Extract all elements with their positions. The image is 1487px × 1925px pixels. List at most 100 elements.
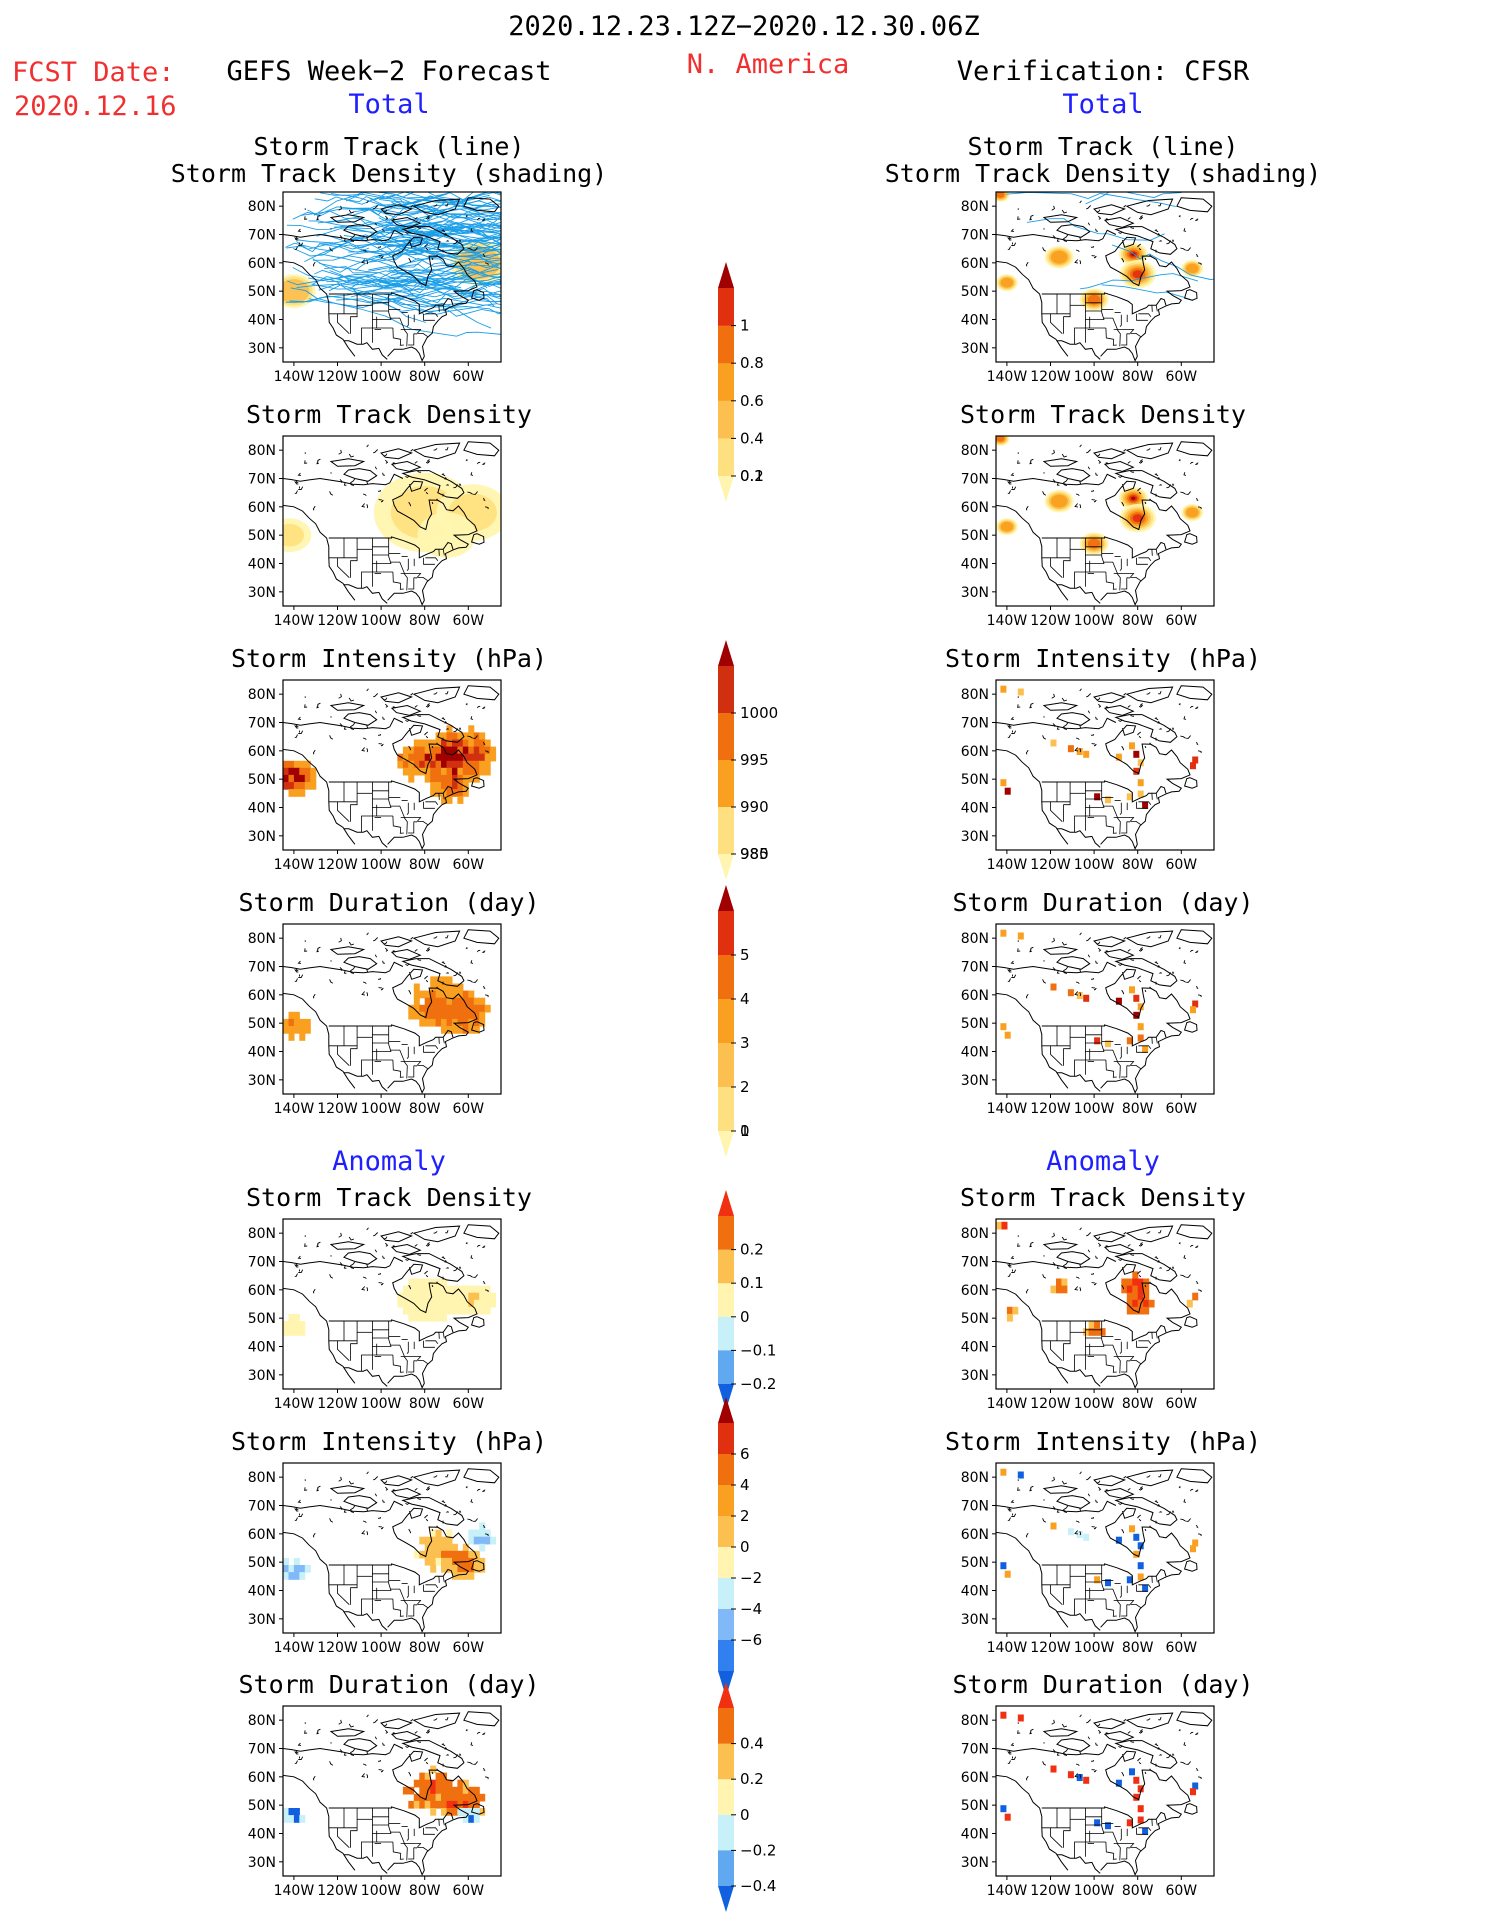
shade-cell [1115, 997, 1122, 1005]
lat-tick-label: 50N [248, 1311, 276, 1327]
shade-cell [452, 746, 458, 755]
shade-cell [462, 990, 469, 999]
shade-cell [293, 1557, 300, 1566]
shade-cell [430, 1550, 437, 1559]
map-cfsr-density: 80N 70N 60N 50N 40N 30N 140W 120W 100W 80W 60W [961, 435, 1268, 634]
lon-tick-label: 120W [317, 1396, 358, 1412]
shade-cell [1133, 1793, 1140, 1801]
shade-cell [435, 983, 442, 992]
shade-cell [1017, 932, 1024, 940]
shade-cell [413, 1779, 420, 1788]
shade-cell [435, 1772, 442, 1781]
storm-track-line [1027, 218, 1165, 241]
shade-cell [446, 753, 453, 762]
shade-cell [1126, 1285, 1133, 1294]
shade-cell [441, 1292, 447, 1301]
title-intensity-left: Storm Intensity (hPa) [230, 644, 548, 673]
map-land-outline [283, 197, 500, 362]
shade-cell [1000, 1468, 1007, 1476]
shade-cell [452, 767, 458, 776]
shade-cell [424, 774, 431, 783]
lat-tick-label: 30N [248, 1612, 276, 1628]
shade-cell [1137, 790, 1144, 798]
colorbar-tick-label: −0.1 [740, 1341, 776, 1359]
colorbar-bottom-arrow [718, 854, 734, 880]
shade-cell [435, 990, 442, 999]
shade-cell [430, 976, 437, 985]
colorbar-top-arrow [718, 640, 734, 666]
lat-tick-label: 40N [248, 313, 276, 329]
colorbar-segment [718, 1547, 734, 1579]
lat-tick-label: 70N [961, 960, 989, 976]
date-range-title: 2020.12.23.12Z−2020.12.30.06Z [508, 11, 980, 42]
colorbar-tick-label: −0.2 [740, 1841, 776, 1859]
lon-tick-label: 100W [1074, 613, 1115, 629]
lat-tick-label: 50N [961, 284, 989, 300]
shade-cell [430, 1536, 437, 1545]
lon-tick-label: 140W [987, 857, 1028, 873]
storm-track-line [319, 255, 501, 273]
shade-cell [430, 1278, 437, 1287]
shade-cell [304, 782, 311, 790]
shade-cell [293, 760, 300, 769]
shade-cell [430, 760, 437, 769]
colorbar-tick-label: 1 [740, 1122, 750, 1140]
storm-track-line [296, 269, 501, 290]
lat-tick-label: 40N [961, 313, 989, 329]
colorbar-segment [718, 1350, 734, 1385]
shade-cell [424, 1800, 431, 1809]
shade-cell [1099, 1328, 1106, 1336]
map-gefs-track: 80N 70N 60N 50N 40N 30N 140W 120W 100W 80W 60W [248, 191, 555, 390]
lon-tick-label: 60W [1165, 1883, 1197, 1899]
shade-cell [446, 983, 453, 992]
shade-cell [424, 1772, 431, 1781]
colorbar-tick-label: 980 [740, 845, 769, 863]
shade-cell [402, 746, 409, 755]
colorbar-bottom-arrow [718, 476, 734, 502]
lon-tick-label: 140W [274, 1640, 315, 1656]
shade-cell [430, 1299, 437, 1308]
map-field [996, 436, 1204, 555]
shade-cell [424, 997, 431, 1006]
colorbar-tick-label: 990 [740, 798, 769, 816]
shade-cell [479, 732, 486, 741]
fcst-date-value: 2020.12.16 [14, 91, 177, 122]
lat-tick-label: 30N [961, 585, 989, 601]
lat-tick-label: 40N [961, 1340, 989, 1356]
shade-cell [413, 753, 420, 762]
shade-cell [299, 1018, 306, 1027]
shade-cell [479, 1299, 486, 1308]
map-gefs-anom-density: 80N 70N 60N 50N 40N 30N 140W 120W 100W 80W 60W [248, 1218, 555, 1417]
shade-cell [441, 1299, 447, 1308]
lat-tick-label: 50N [961, 1311, 989, 1327]
shade-cell [408, 1299, 415, 1308]
shade-cell [408, 1278, 415, 1287]
storm-track-line [314, 196, 437, 214]
shade-cell [441, 767, 447, 776]
storm-track-line [404, 228, 501, 237]
density-contour [1132, 270, 1143, 279]
shade-cell [1094, 1819, 1101, 1827]
storm-track-line [318, 283, 501, 317]
colorbar-segment [718, 1640, 734, 1672]
shade-cell [441, 976, 447, 985]
shade-cell [462, 1815, 469, 1823]
shade-cell [1126, 1037, 1133, 1045]
shade-cell [430, 1808, 437, 1816]
shade-cell [457, 796, 464, 804]
lat-tick-label: 80N [248, 199, 276, 215]
shade-cell [435, 1278, 442, 1287]
shade-cell [299, 1572, 306, 1580]
shade-cell [288, 1815, 295, 1823]
shade-cell [1000, 1711, 1007, 1719]
shade-cell [441, 1550, 447, 1559]
storm-track-line [328, 276, 501, 294]
shade-cell [462, 1299, 469, 1308]
lat-tick-label: 80N [961, 1470, 989, 1486]
shade-cell [283, 760, 289, 769]
lon-tick-label: 80W [1122, 1640, 1154, 1656]
storm-track-line [349, 264, 500, 290]
shade-cell [441, 1557, 447, 1566]
shade-cell [441, 796, 447, 804]
